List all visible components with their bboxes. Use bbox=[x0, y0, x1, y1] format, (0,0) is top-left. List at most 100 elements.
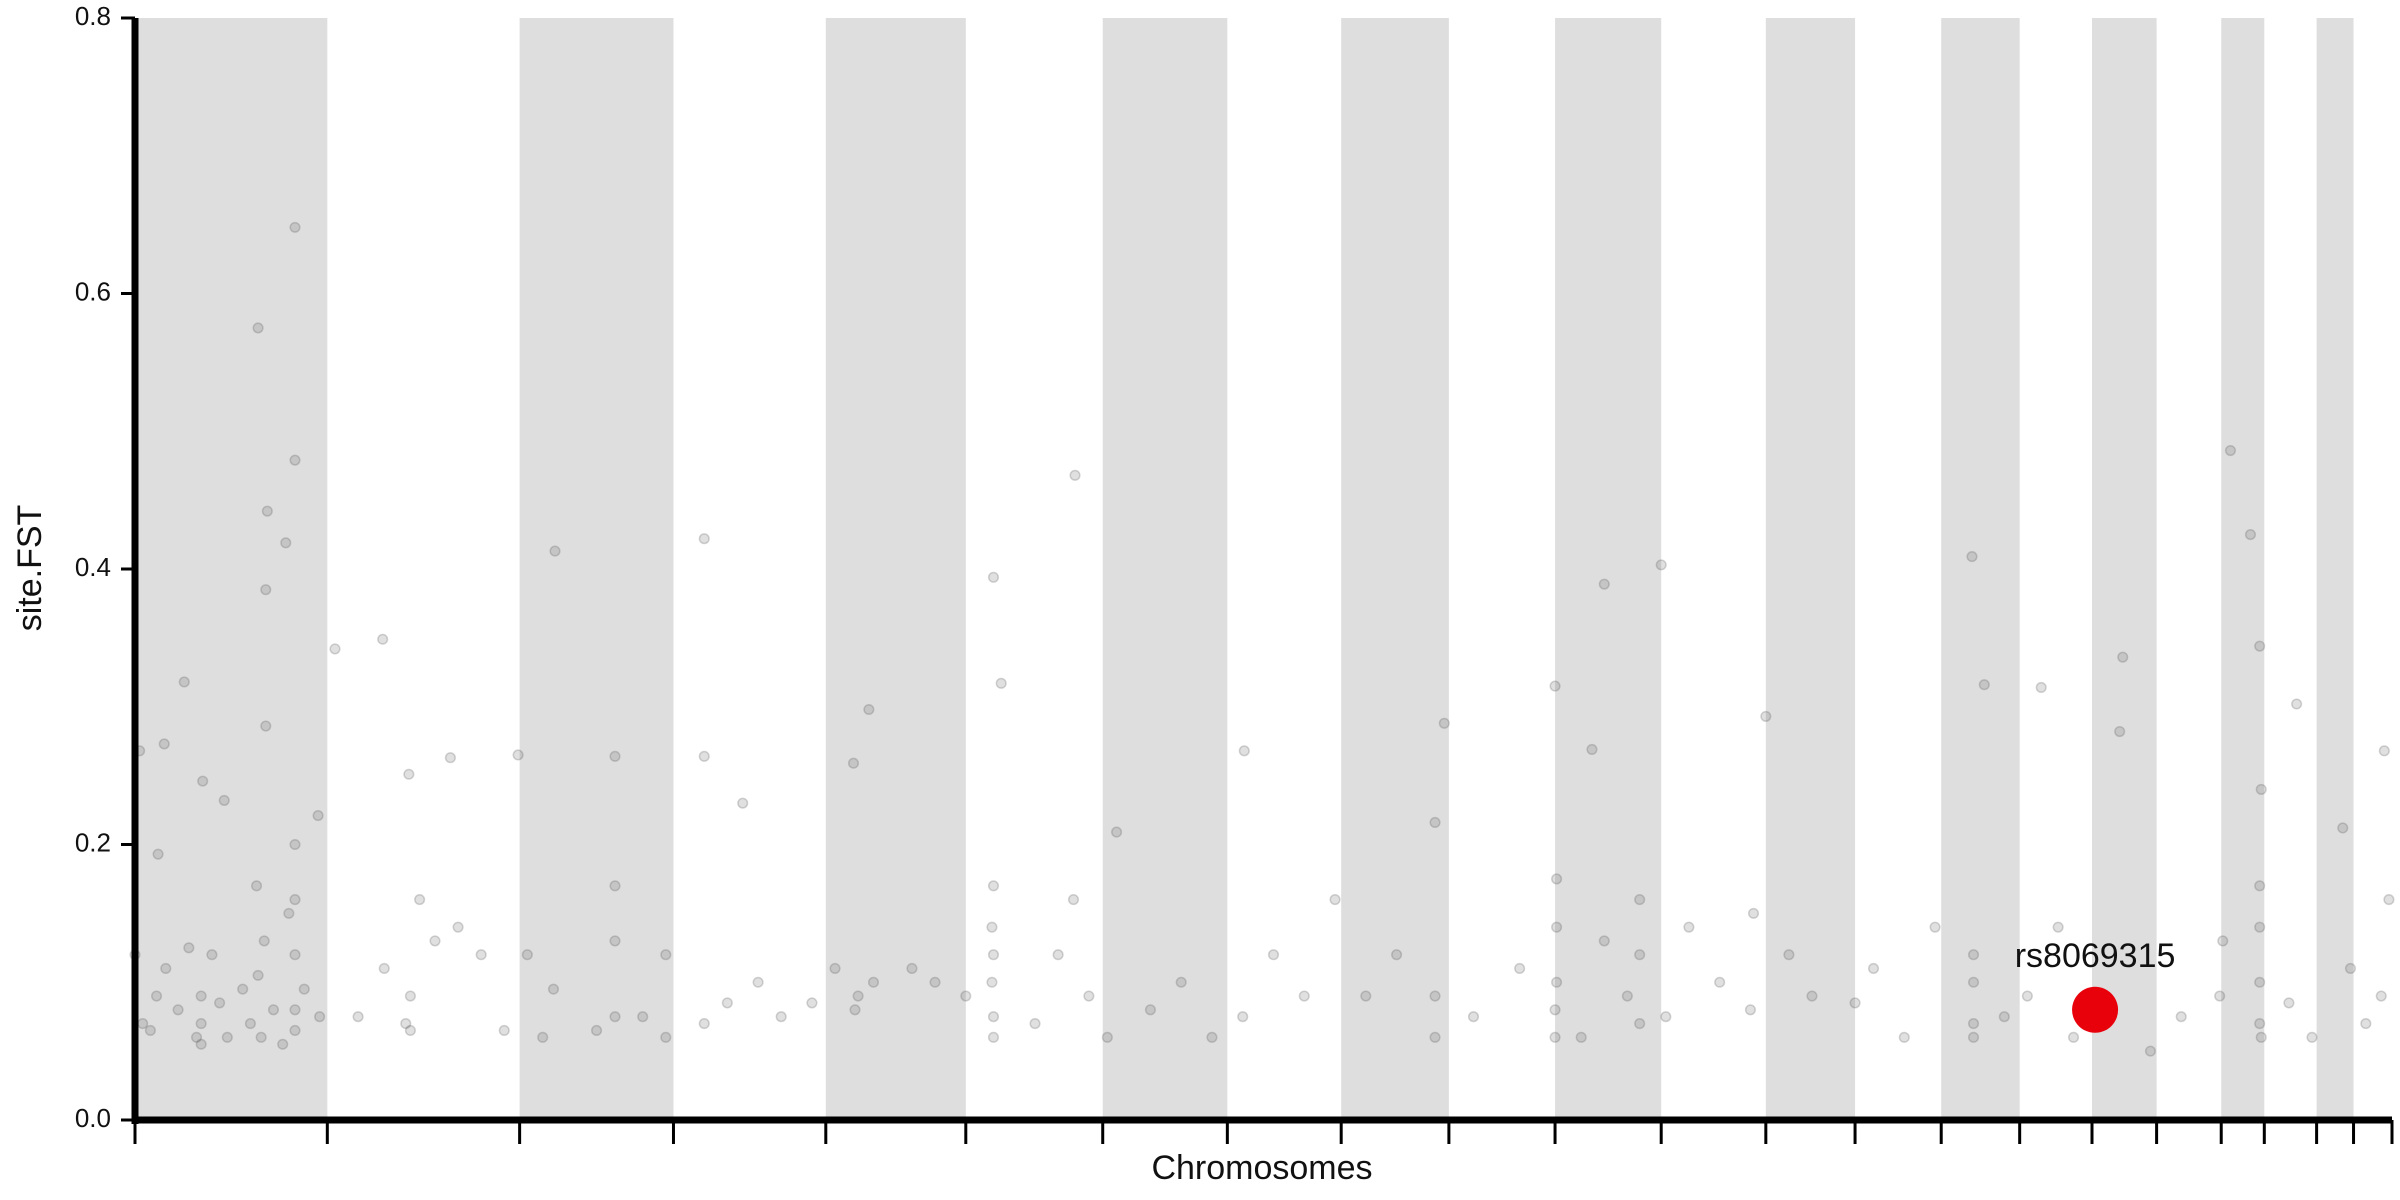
point bbox=[1238, 745, 1250, 757]
chromosome-band bbox=[1765, 18, 1856, 1120]
point bbox=[2375, 990, 2387, 1002]
point bbox=[987, 1031, 1000, 1043]
point bbox=[218, 794, 230, 806]
point bbox=[2344, 962, 2357, 975]
point bbox=[160, 962, 172, 975]
point bbox=[660, 949, 672, 961]
chromosome-band bbox=[1555, 18, 1662, 1120]
point bbox=[1551, 921, 1563, 933]
point bbox=[609, 1011, 621, 1023]
point bbox=[195, 990, 207, 1002]
point bbox=[660, 1031, 672, 1043]
point bbox=[150, 990, 163, 1002]
point bbox=[289, 949, 301, 961]
point bbox=[2254, 921, 2266, 933]
point bbox=[986, 921, 998, 933]
point bbox=[995, 677, 1007, 689]
point bbox=[289, 1004, 301, 1016]
point bbox=[1634, 894, 1646, 906]
point bbox=[698, 1018, 710, 1030]
point bbox=[698, 533, 710, 545]
y-tick-label: 0.4 bbox=[75, 552, 111, 582]
chromosome-band bbox=[2221, 18, 2265, 1120]
point bbox=[1586, 743, 1598, 756]
point bbox=[2035, 681, 2047, 694]
point bbox=[137, 1018, 149, 1030]
point bbox=[221, 1031, 233, 1043]
point bbox=[1083, 990, 1095, 1002]
point bbox=[1052, 949, 1064, 961]
point bbox=[298, 983, 310, 995]
point bbox=[1551, 976, 1563, 988]
point bbox=[352, 1011, 364, 1023]
point bbox=[1967, 1018, 1980, 1030]
point bbox=[1429, 1031, 1441, 1043]
point bbox=[378, 962, 390, 975]
point bbox=[2255, 1031, 2267, 1043]
point bbox=[260, 584, 272, 596]
point bbox=[289, 454, 301, 466]
point bbox=[1029, 1018, 1041, 1030]
point bbox=[512, 749, 524, 761]
point bbox=[283, 907, 295, 919]
point bbox=[547, 983, 560, 995]
point bbox=[1237, 1011, 1249, 1023]
point bbox=[1144, 1004, 1156, 1016]
point bbox=[289, 838, 301, 851]
point bbox=[775, 1011, 787, 1023]
point bbox=[237, 983, 249, 995]
point bbox=[1175, 976, 1187, 988]
point bbox=[1634, 1018, 1646, 1030]
point bbox=[987, 949, 1000, 961]
point bbox=[195, 1018, 207, 1030]
y-tick-label: 0.8 bbox=[75, 1, 111, 31]
point bbox=[906, 962, 918, 975]
point bbox=[1549, 680, 1561, 692]
point bbox=[1267, 949, 1280, 961]
point bbox=[1655, 559, 1667, 571]
point bbox=[1549, 1031, 1561, 1043]
point bbox=[314, 1011, 326, 1023]
point bbox=[1206, 1031, 1218, 1043]
chromosome-band bbox=[1102, 18, 1228, 1120]
point bbox=[2175, 1011, 2187, 1023]
point bbox=[429, 935, 441, 947]
point bbox=[1783, 949, 1795, 961]
point bbox=[144, 1024, 156, 1037]
point bbox=[1967, 976, 1980, 988]
point bbox=[609, 880, 621, 892]
point bbox=[452, 921, 464, 933]
point bbox=[1360, 990, 1372, 1002]
point bbox=[255, 1031, 267, 1043]
point bbox=[1660, 1011, 1672, 1023]
point bbox=[1438, 717, 1450, 729]
axes-layer: 0.0 0.2 0.4 0.6 0.8 bbox=[75, 1, 2394, 1144]
point bbox=[289, 894, 301, 906]
point bbox=[403, 768, 415, 780]
y-tick-label: 0.0 bbox=[75, 1103, 111, 1133]
chromosome-band bbox=[825, 18, 966, 1120]
point bbox=[1429, 990, 1441, 1002]
point bbox=[197, 775, 209, 787]
point bbox=[1634, 949, 1646, 961]
point bbox=[206, 949, 218, 961]
point bbox=[2255, 783, 2267, 795]
point bbox=[414, 894, 426, 906]
point bbox=[591, 1024, 603, 1037]
point bbox=[178, 676, 190, 688]
point bbox=[737, 797, 749, 809]
point bbox=[829, 962, 841, 975]
point bbox=[214, 997, 226, 1009]
point bbox=[852, 990, 864, 1002]
point bbox=[2214, 990, 2226, 1002]
point bbox=[312, 810, 324, 822]
point bbox=[267, 1004, 280, 1016]
highlight-label: rs8069315 bbox=[2015, 937, 2176, 975]
point bbox=[172, 1004, 184, 1016]
point bbox=[377, 633, 389, 645]
point bbox=[1929, 921, 1941, 933]
point bbox=[2306, 1031, 2318, 1043]
point bbox=[986, 976, 998, 988]
